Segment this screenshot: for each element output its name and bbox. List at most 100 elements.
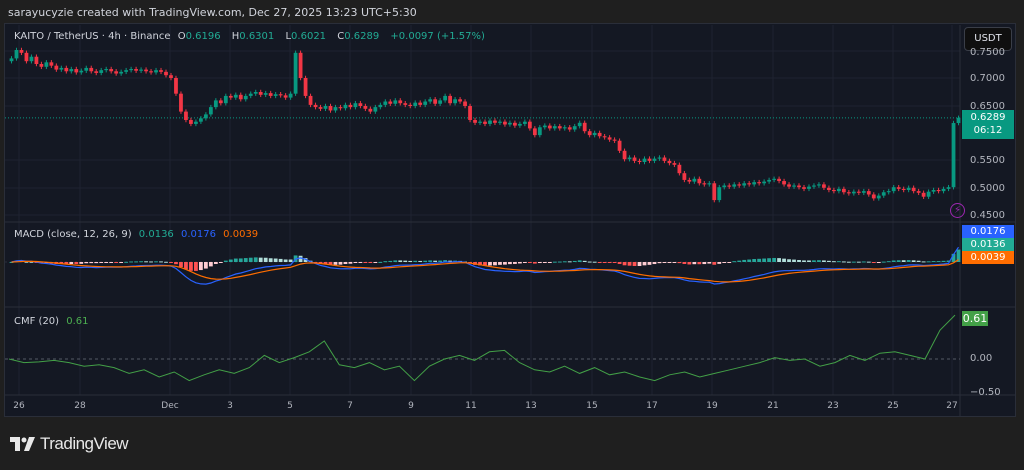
candle	[508, 122, 512, 125]
candle	[951, 123, 956, 188]
time-axis-label: 9	[408, 401, 414, 411]
candle	[762, 181, 767, 184]
candle	[313, 104, 318, 108]
macd-histogram-bar	[946, 260, 951, 262]
candle	[348, 104, 353, 108]
candle	[253, 92, 258, 94]
macd-histogram-bar	[119, 262, 124, 263]
macd-histogram-bar	[787, 259, 791, 262]
candle	[931, 190, 936, 192]
candle	[433, 99, 438, 104]
candle	[478, 121, 482, 123]
macd-histogram-bar	[64, 262, 69, 265]
macd-histogram-bar	[552, 261, 557, 263]
tradingview-logo[interactable]: TradingView	[10, 434, 129, 454]
macd-histogram-bar	[747, 259, 752, 262]
macd-histogram-bar	[881, 261, 886, 263]
lightning-icon[interactable]: ⚡	[950, 203, 965, 218]
macd-histogram-bar	[149, 261, 153, 263]
candle	[139, 69, 143, 71]
candle	[832, 190, 836, 192]
candle	[398, 100, 403, 104]
macd-histogram-bar	[29, 261, 34, 263]
symbol-name[interactable]: KAITO / TetherUS · 4h · Binance	[14, 31, 171, 42]
time-axis-label: 17	[646, 401, 658, 411]
price-axis-label: 0.7500	[970, 47, 1005, 58]
candle	[318, 107, 323, 109]
macd-histogram-bar	[956, 249, 961, 262]
candle	[283, 95, 288, 98]
macd-histogram-bar	[418, 260, 423, 262]
macd-histogram-bar	[413, 260, 418, 262]
candle	[921, 192, 926, 197]
macd-histogram-bar	[228, 259, 233, 262]
cmf-title[interactable]: CMF (20)	[14, 316, 60, 327]
macd-histogram-bar	[772, 257, 776, 262]
macd-histogram-bar	[832, 261, 836, 263]
macd-histogram-bar	[448, 260, 453, 262]
macd-histogram-bar	[906, 260, 911, 262]
chart-area[interactable]	[4, 23, 1016, 417]
macd-histogram-bar	[667, 262, 672, 263]
macd-histogram-bar	[901, 260, 906, 262]
macd-histogram-bar	[124, 261, 129, 263]
candle	[358, 103, 363, 106]
macd-histogram-bar	[836, 261, 841, 263]
candle	[647, 158, 652, 161]
macd-histogram-bar	[328, 262, 333, 265]
macd-histogram-bar	[508, 262, 512, 265]
macd-histogram-bar	[587, 261, 592, 263]
candle	[871, 194, 876, 199]
time-axis-label: 19	[706, 401, 718, 411]
candle	[189, 120, 193, 124]
macd-histogram-bar	[557, 261, 562, 263]
candle	[199, 118, 203, 122]
candle	[747, 183, 752, 185]
cmf-line	[8, 314, 956, 382]
candle	[443, 95, 448, 101]
time-axis-label: 26	[13, 401, 25, 411]
macd-histogram-bar	[253, 257, 258, 262]
candle	[89, 67, 94, 72]
candle	[29, 56, 34, 62]
macd-histogram-bar	[936, 261, 941, 263]
last-price-value: 0.6289	[970, 112, 1006, 123]
candle	[797, 185, 801, 188]
candle	[179, 93, 183, 112]
macd-histogram-bar	[139, 261, 143, 263]
macd-histogram-bar	[94, 262, 99, 264]
macd-histogram-bar	[213, 262, 218, 264]
macd-histogram-bar	[109, 262, 114, 263]
candle	[597, 132, 602, 137]
candle	[941, 188, 946, 192]
macd-histogram-bar	[607, 262, 612, 263]
candle	[777, 178, 781, 182]
macd-histogram-bar	[24, 261, 29, 263]
macd-signal-tag: 0.0039	[962, 251, 1014, 264]
macd-histogram-bar	[522, 262, 527, 263]
candle	[428, 99, 433, 102]
currency-button[interactable]: USDT	[964, 27, 1012, 51]
candle	[169, 75, 173, 78]
macd-histogram-bar	[896, 260, 901, 262]
candle	[737, 184, 742, 186]
price-axis-label: 0.5000	[970, 183, 1005, 194]
candle	[911, 187, 916, 192]
macd-histogram-bar	[697, 262, 702, 265]
macd-histogram-bar	[378, 261, 383, 263]
candle	[562, 127, 567, 129]
macd-histogram-bar	[343, 262, 348, 265]
macd-legend: MACD (close, 12, 26, 9) 0.0136 0.0176 0.…	[14, 229, 262, 240]
macd-histogram-bar	[363, 262, 368, 263]
candle	[702, 183, 707, 185]
candle	[876, 195, 881, 199]
macd-histogram-bar	[687, 262, 692, 265]
candle	[607, 137, 612, 140]
macd-histogram-bar	[333, 262, 338, 265]
macd-histogram-bar	[503, 262, 507, 265]
candle	[677, 164, 682, 174]
macd-title[interactable]: MACD (close, 12, 26, 9)	[14, 229, 132, 240]
candle	[483, 121, 487, 124]
macd-histogram-bar	[782, 258, 786, 262]
